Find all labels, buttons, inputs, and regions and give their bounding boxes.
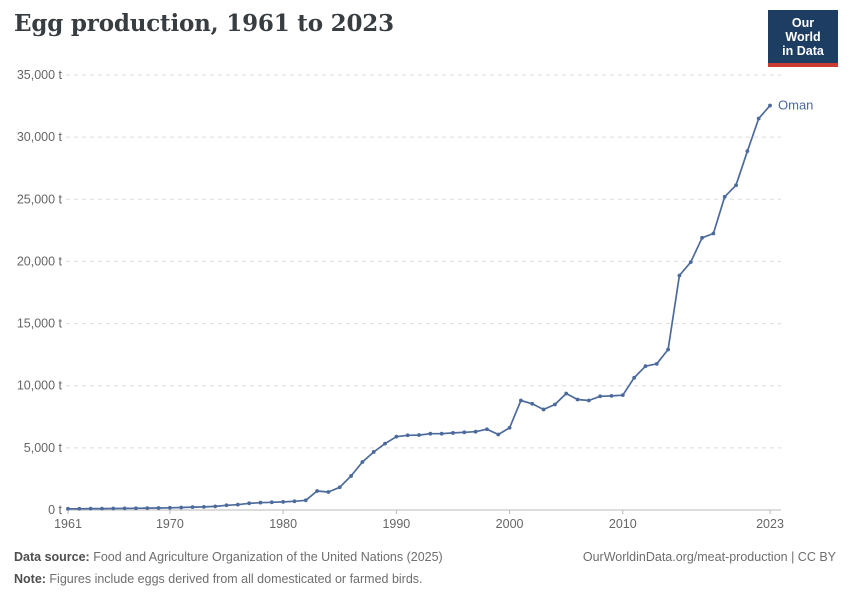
data-point [756,116,761,121]
data-point [530,401,535,406]
data-point [303,498,308,503]
data-point [111,506,116,511]
data-point [326,490,331,494]
data-point [201,504,206,509]
data-source-text: Food and Agriculture Organization of the… [89,550,443,564]
data-point [315,489,319,493]
data-point [677,273,682,278]
entity-label: Oman [778,98,813,113]
x-axis-tick-label: 1990 [382,517,410,531]
note-line: Note: Figures include eggs derived from … [14,568,443,590]
x-axis-tick-label: 2023 [756,517,784,531]
y-axis-tick-label: 0 t [48,503,62,517]
note-label: Note: [14,572,46,586]
data-point [156,506,161,510]
data-point [247,501,252,506]
data-point [643,364,648,369]
data-point [734,183,738,188]
data-point [77,506,82,511]
data-point [168,505,172,510]
data-point [711,231,716,236]
y-axis-tick-label: 5,000 t [24,441,63,455]
owid-logo[interactable]: Our World in Data [768,10,838,67]
data-point [190,505,195,510]
data-point [224,503,229,508]
data-point [394,434,399,439]
data-point [620,393,625,398]
data-point [598,394,603,399]
data-point [383,441,387,446]
data-point [768,103,772,108]
data-point [292,499,297,504]
data-point [428,431,433,436]
y-axis-tick-label: 15,000 t [17,317,63,331]
data-point [66,506,70,511]
data-point [485,427,489,432]
owid-logo-line1: Our World [785,16,821,44]
data-point [235,502,240,507]
data-point [473,429,478,434]
y-axis-tick-label: 35,000 t [17,68,63,82]
data-point [360,460,365,464]
data-point [417,433,421,437]
data-point [88,506,93,511]
data-point [462,430,467,435]
y-axis-tick-label: 30,000 t [17,130,63,144]
note-text: Figures include eggs derived from all do… [45,572,423,586]
data-point [405,433,410,438]
data-point [609,394,614,398]
data-point [654,361,659,366]
data-point [439,431,444,436]
data-point [269,500,274,505]
y-axis-tick-label: 10,000 t [17,379,63,393]
y-axis-tick-label: 25,000 t [17,192,63,206]
data-source-line: Data source: Food and Agriculture Organi… [14,546,443,568]
data-point [722,194,727,199]
owid-logo-line2: in Data [782,44,824,58]
data-point [145,506,150,511]
data-point [507,425,512,430]
data-point [371,450,376,454]
data-point [258,500,263,505]
data-point [100,506,104,511]
chart-footer: Data source: Food and Agriculture Organi… [14,546,836,590]
line-chart-plot[interactable]: 0 t 5,000 t 10,000 t 15,000 t 20,000 t 25,000… [0,58,850,540]
data-point [349,474,353,478]
data-source-label: Data source: [14,550,90,564]
data-point [575,397,580,402]
x-axis-tick-label: 2010 [609,517,637,531]
data-point [179,505,184,510]
data-point [632,375,637,380]
data-point [586,398,591,403]
x-axis-tick-label: 1961 [54,517,82,531]
data-point [700,235,704,240]
x-axis-tick-label: 2000 [496,517,524,531]
data-point [337,485,342,490]
data-point [745,149,750,154]
page-title: Egg production, 1961 to 2023 [14,10,394,37]
data-point [451,431,455,435]
data-point [213,504,218,509]
footer-source-note: Data source: Food and Agriculture Organi… [14,546,443,590]
x-axis-tick-label: 1980 [269,517,297,531]
data-point [552,402,557,407]
footer-credit-link[interactable]: OurWorldinData.org/meat-production | CC … [582,550,836,564]
data-point [666,347,670,352]
y-axis-tick-label: 20,000 t [17,254,63,268]
data-point [519,398,523,403]
data-point [134,506,138,511]
data-point [688,260,693,265]
x-axis-tick-label: 1970 [156,517,184,531]
data-point [122,506,127,511]
data-point [281,500,286,504]
data-point [564,391,569,396]
data-point [541,407,546,412]
data-point [496,432,501,437]
